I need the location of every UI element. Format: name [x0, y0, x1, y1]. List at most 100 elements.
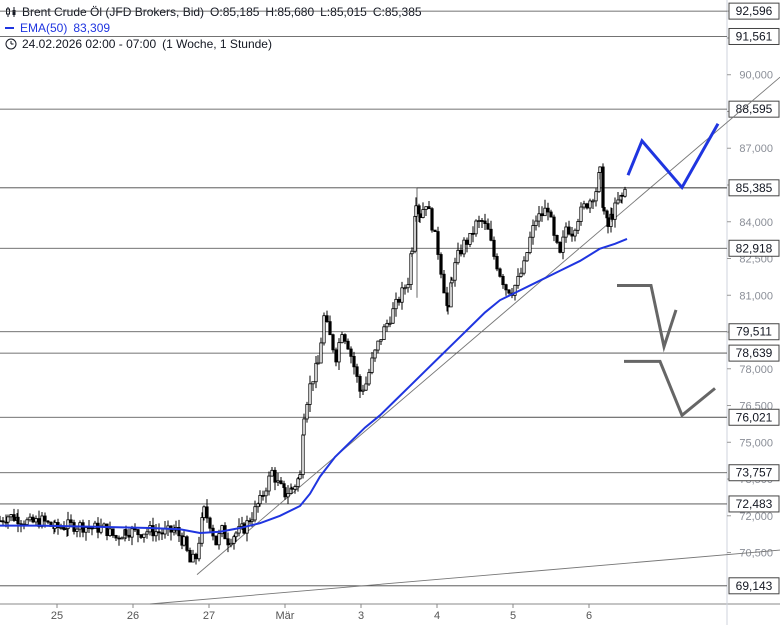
candle-body [623, 188, 627, 197]
candle-body [290, 487, 294, 490]
candle-body [325, 315, 329, 323]
candle-body [337, 342, 341, 363]
candle-body [439, 254, 443, 275]
candle-body [34, 518, 38, 523]
candle-body [531, 225, 535, 238]
level-price-box [728, 464, 780, 482]
candle-body [613, 202, 617, 220]
candle-body [226, 538, 230, 546]
close-value: 85,385 [384, 5, 422, 19]
chart-legend: Brent Crude Öl (JFD Brokers, Bid) O: 85,… [5, 4, 428, 52]
candle-body [594, 191, 598, 202]
candle-body [237, 525, 241, 534]
ema-value: 83,309 [73, 21, 111, 35]
y-tick-label: 87,000 [739, 143, 773, 155]
candle-body [480, 220, 484, 222]
candle-body [28, 516, 32, 521]
candle-body [433, 229, 437, 232]
candle-body [424, 206, 428, 210]
candle-body [124, 529, 128, 536]
candle-body [394, 298, 398, 310]
y-tick-label: 70,500 [739, 548, 773, 560]
candle-body [242, 523, 246, 534]
candle-body [208, 517, 212, 529]
candle-body [185, 536, 189, 551]
candle-body [343, 334, 347, 342]
candle-body [495, 256, 499, 270]
candle-body [534, 220, 538, 226]
candle-body [276, 480, 280, 483]
candle-body [256, 503, 260, 508]
open-value: 85,185 [222, 5, 260, 19]
candle-body [0, 520, 2, 523]
candle-body [564, 226, 568, 238]
candle-body [264, 490, 268, 497]
candle-body [459, 249, 463, 255]
candle-body [154, 531, 158, 537]
candle-body [75, 528, 79, 532]
candle-body [111, 528, 115, 536]
candle-body [483, 220, 487, 224]
candle-body [270, 469, 274, 477]
candle-body [349, 348, 353, 357]
candle-body [108, 528, 112, 537]
open-label: O: [210, 5, 223, 19]
candle-body [46, 520, 50, 523]
candle-body [474, 220, 478, 235]
candle-body [261, 495, 265, 497]
candle-body [69, 519, 73, 523]
y-tick-label: 78,000 [739, 364, 773, 376]
candle-body [385, 323, 389, 328]
candle-body [133, 528, 137, 531]
y-tick-label: 75,000 [739, 437, 773, 449]
candle-body [582, 203, 586, 208]
candle-body [223, 525, 227, 540]
candle-body [139, 534, 143, 538]
candle-body [145, 531, 149, 535]
candle-body [558, 241, 562, 253]
candle-body [43, 515, 47, 522]
candle-body [552, 216, 556, 236]
candle-body [379, 339, 383, 342]
candle-body [214, 535, 218, 546]
period-range: 24.02.2026 02:00 - 07:00 [22, 37, 157, 51]
candle-body [59, 527, 63, 529]
candle-body [358, 376, 362, 392]
y-tick-label: 90,000 [739, 70, 773, 82]
candle-body [567, 226, 571, 235]
candle-body [105, 523, 109, 537]
level-price-label: 91,561 [736, 29, 773, 43]
candle-body [361, 389, 365, 392]
candle-body [205, 506, 209, 519]
candle-body [388, 322, 392, 325]
y-tick-label: 72,000 [739, 511, 773, 523]
level-price-box [728, 100, 780, 118]
candle-body [406, 284, 410, 289]
level-price-label: 69,143 [736, 579, 773, 593]
candle-body [400, 287, 404, 303]
candle-body [489, 228, 493, 241]
candle-body [177, 527, 181, 537]
x-tick-label: Mär [276, 610, 295, 622]
candle-body [477, 220, 481, 222]
candle-body [522, 260, 526, 274]
ema-row: EMA(50) 83,309 [5, 20, 428, 36]
candle-body [373, 349, 377, 359]
low-label: L: [320, 5, 331, 19]
candle-body [616, 199, 620, 204]
candle-body [430, 208, 434, 231]
candle-body [492, 239, 496, 257]
candle-body [232, 536, 236, 544]
level-price-box [728, 344, 780, 362]
candle-body [513, 284, 517, 296]
candle-body [6, 516, 10, 523]
candle-body [319, 342, 323, 364]
period-row: 24.02.2026 02:00 - 07:00 (1 Woche, 1 Stu… [5, 36, 428, 52]
level-price-label: 92,596 [736, 4, 773, 18]
candle-body [151, 525, 155, 537]
level-price-label: 72,483 [736, 497, 773, 511]
candle-body [200, 517, 204, 544]
low-value: 85,015 [330, 5, 367, 19]
candle-body [382, 326, 386, 340]
